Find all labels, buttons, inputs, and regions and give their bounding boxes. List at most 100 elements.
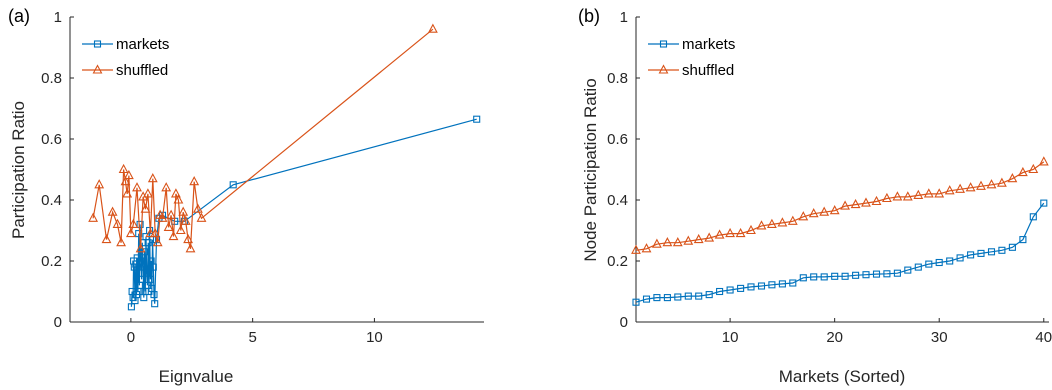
panel-a-ylabel: Participation Ratio [9, 101, 28, 239]
x-tick-label: 5 [248, 329, 256, 346]
y-tick-label: 1 [54, 9, 62, 26]
data-point-shuffled [183, 233, 194, 244]
y-tick-label: 0.8 [41, 70, 62, 87]
panel-a-xlabel: Eignvalue [159, 367, 234, 386]
data-point-shuffled [192, 203, 203, 213]
data-point-shuffled [934, 188, 945, 198]
data-point-markets [914, 263, 922, 271]
legend-shuffled: shuffled [82, 62, 168, 79]
data-point-markets [778, 280, 786, 288]
data-point-markets [737, 284, 745, 292]
data-point-shuffled [170, 188, 181, 198]
data-point-markets [473, 115, 481, 123]
data-point-shuffled [662, 237, 673, 247]
data-point-shuffled [163, 221, 174, 231]
data-point-markets [150, 291, 158, 299]
data-point-markets [967, 251, 975, 259]
data-point-markets [946, 257, 954, 265]
panel-b-ylabel: Node Participation Ratio [581, 78, 600, 261]
data-point-markets [229, 181, 237, 189]
data-point-shuffled [152, 237, 163, 247]
data-point-shuffled [631, 244, 641, 254]
data-point-markets [136, 220, 144, 228]
data-point-shuffled [122, 188, 133, 198]
data-point-markets [138, 275, 146, 283]
data-point-shuffled [787, 215, 798, 225]
data-point-markets [149, 263, 157, 271]
data-point-markets [1040, 199, 1048, 207]
data-point-shuffled [641, 243, 652, 253]
data-point-shuffled [892, 191, 903, 201]
legend-markets-label: markets [116, 36, 169, 53]
x-tick-label: 10 [366, 329, 383, 346]
data-point-shuffled [1007, 173, 1018, 183]
x-tick-label: 20 [826, 329, 843, 346]
data-point-markets [852, 271, 860, 279]
data-point-shuffled [125, 227, 136, 238]
legend-markets: markets [82, 36, 169, 53]
data-point-markets [799, 274, 807, 282]
data-point-markets [726, 286, 734, 294]
data-point-markets [151, 300, 159, 308]
x-tick-label: 30 [931, 329, 948, 346]
y-tick-label: 0 [54, 314, 62, 331]
data-point-shuffled [693, 233, 704, 244]
data-point-markets [831, 272, 839, 280]
data-point-shuffled [1038, 156, 1049, 166]
data-point-shuffled [725, 227, 736, 238]
data-point-shuffled [913, 189, 924, 199]
data-point-markets [893, 269, 901, 277]
data-point-markets [956, 254, 964, 262]
data-point-markets [862, 271, 870, 279]
legend-markets: markets [648, 36, 735, 53]
data-point-markets [642, 295, 651, 303]
data-point-shuffled [138, 191, 149, 201]
data-point-markets [705, 291, 713, 299]
data-point-shuffled [714, 229, 725, 239]
data-point-markets [716, 287, 724, 296]
data-point-shuffled [145, 227, 156, 238]
panel-b: (b) Markets (Sorted) Node Participation … [578, 6, 1052, 386]
data-point-markets [674, 293, 682, 301]
data-point-shuffled [683, 235, 694, 245]
legend-markets-label: markets [682, 36, 735, 53]
legend-shuffled: shuffled [648, 62, 734, 79]
data-point-shuffled [142, 188, 153, 198]
data-point-shuffled [819, 206, 830, 216]
data-point-markets [904, 266, 912, 274]
data-point-shuffled [996, 177, 1007, 187]
data-point-shuffled [986, 179, 997, 189]
series-line-shuffled [635, 161, 1045, 251]
data-point-shuffled [157, 212, 168, 222]
data-point-shuffled [196, 212, 207, 222]
data-point-markets [935, 258, 943, 267]
data-point-shuffled [150, 227, 161, 238]
data-point-shuffled [168, 230, 179, 241]
data-point-shuffled [798, 211, 809, 221]
legend-shuffled-label: shuffled [682, 62, 734, 79]
data-point-shuffled [923, 188, 934, 198]
y-tick-label: 0.6 [41, 131, 62, 148]
data-point-shuffled [101, 233, 112, 244]
x-tick-label: 0 [127, 329, 135, 346]
data-point-markets [684, 292, 692, 300]
data-point-shuffled [965, 182, 976, 192]
data-point-shuffled [840, 200, 851, 210]
data-point-markets [1029, 213, 1037, 221]
series-line-markets [635, 202, 1045, 303]
data-point-shuffled [829, 205, 840, 215]
data-point-markets [820, 273, 828, 281]
data-point-shuffled [861, 197, 871, 207]
y-tick-label: 1 [620, 9, 628, 26]
data-point-markets [872, 270, 881, 278]
data-point-markets [925, 260, 933, 268]
data-point-shuffled [120, 176, 131, 186]
data-point-markets [810, 273, 818, 281]
series-shuffled [88, 23, 438, 253]
data-point-markets [757, 282, 766, 290]
y-tick-label: 0.4 [607, 192, 628, 209]
data-point-shuffled [881, 192, 892, 203]
legend-markets-marker [93, 40, 102, 48]
x-tick-label: 10 [722, 329, 739, 346]
panel-a-legend: markets shuffled [82, 36, 169, 79]
